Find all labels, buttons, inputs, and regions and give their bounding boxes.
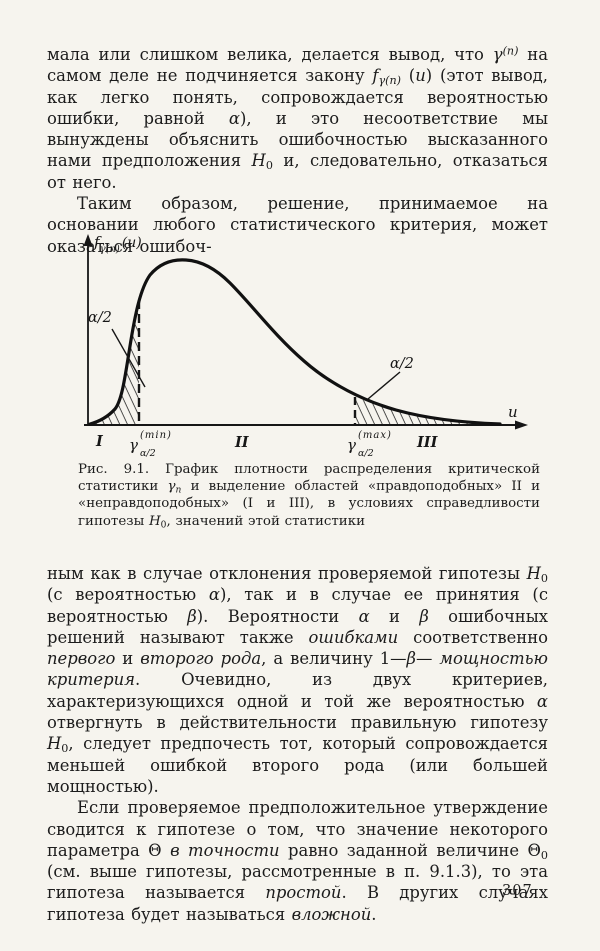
text-run: γ	[167, 479, 176, 495]
text-run: u	[415, 66, 426, 86]
alpha-left-leader	[111, 328, 146, 388]
gamma-min-label: γ	[129, 436, 138, 454]
text-run: второго рода	[140, 649, 262, 669]
gamma-max-sup: (max)	[358, 430, 392, 441]
paragraph: мала или слишком велика, делается вывод,…	[47, 44, 549, 192]
text-run: f	[372, 66, 379, 86]
text-block-top: мала или слишком велика, делается вывод,…	[47, 44, 548, 257]
text-run: 0	[61, 742, 69, 756]
text-run: H	[47, 734, 62, 754]
text-run: ошибками	[308, 627, 399, 647]
y-axis-label: fγ(n) (u)	[93, 233, 142, 255]
alpha-right-leader	[367, 371, 401, 400]
text-run: в точности	[170, 840, 280, 860]
text-run: простой	[265, 883, 342, 903]
paragraph: Если проверяемое предположительное утвер…	[47, 798, 549, 924]
region-3-label: III	[416, 434, 439, 451]
text-run: H	[526, 564, 541, 583]
figure-9-1: fγ(n) (u) α/2 α/2 u I II III γ (min) α/2 …	[60, 229, 540, 459]
text-run: α	[208, 585, 220, 605]
text-run: β	[187, 606, 197, 626]
x-axis-arrow-icon	[515, 420, 528, 430]
text-run: H	[251, 151, 266, 171]
text-run: α	[358, 606, 370, 626]
gamma-max-sub: α/2	[358, 448, 374, 458]
y-axis-arrow-icon	[83, 234, 93, 246]
gamma-min-sup: (min)	[140, 430, 172, 441]
text-run: мощностью критерия	[47, 649, 548, 690]
text-block-bottom: ным как в случае отклонения проверяемой …	[47, 563, 548, 925]
gamma-max-label: γ	[347, 436, 356, 454]
text-run: γ(n)	[378, 74, 401, 88]
density-curve	[88, 258, 502, 426]
text-run: β	[406, 649, 416, 669]
right-critical-region	[355, 397, 497, 425]
text-run: вложной	[291, 904, 372, 924]
text-run: α	[228, 108, 240, 128]
text-run: α	[536, 691, 548, 711]
text-run: n	[175, 485, 182, 496]
text-run: β	[419, 606, 429, 626]
page-number: 307	[502, 883, 533, 899]
paragraph: Таким образом, решение, принимаемое на о…	[47, 194, 548, 256]
text-run: 0	[160, 520, 167, 531]
text-run: H	[148, 513, 161, 529]
region-2-label: II	[234, 434, 250, 451]
alpha-right-label: α/2	[390, 356, 414, 372]
text-run: 0	[540, 848, 549, 862]
region-1-label: I	[95, 433, 104, 450]
figure-caption: Рис. 9.1. График плотности распределения…	[78, 462, 540, 531]
text-run: (n)	[502, 44, 519, 58]
text-run: 0	[265, 159, 273, 173]
text-run: первого	[47, 649, 116, 669]
text-run: 0	[540, 572, 548, 586]
paragraph: ным как в случае отклонения проверяемой …	[47, 564, 549, 796]
density-plot: fγ(n) (u) α/2 α/2 u I II III γ (min) α/2 …	[83, 233, 528, 459]
text-run: γ	[492, 45, 503, 64]
gamma-min-sub: α/2	[140, 448, 156, 458]
alpha-left-label: α/2	[88, 310, 112, 326]
x-axis-label: u	[508, 403, 518, 421]
left-critical-region	[90, 299, 139, 425]
